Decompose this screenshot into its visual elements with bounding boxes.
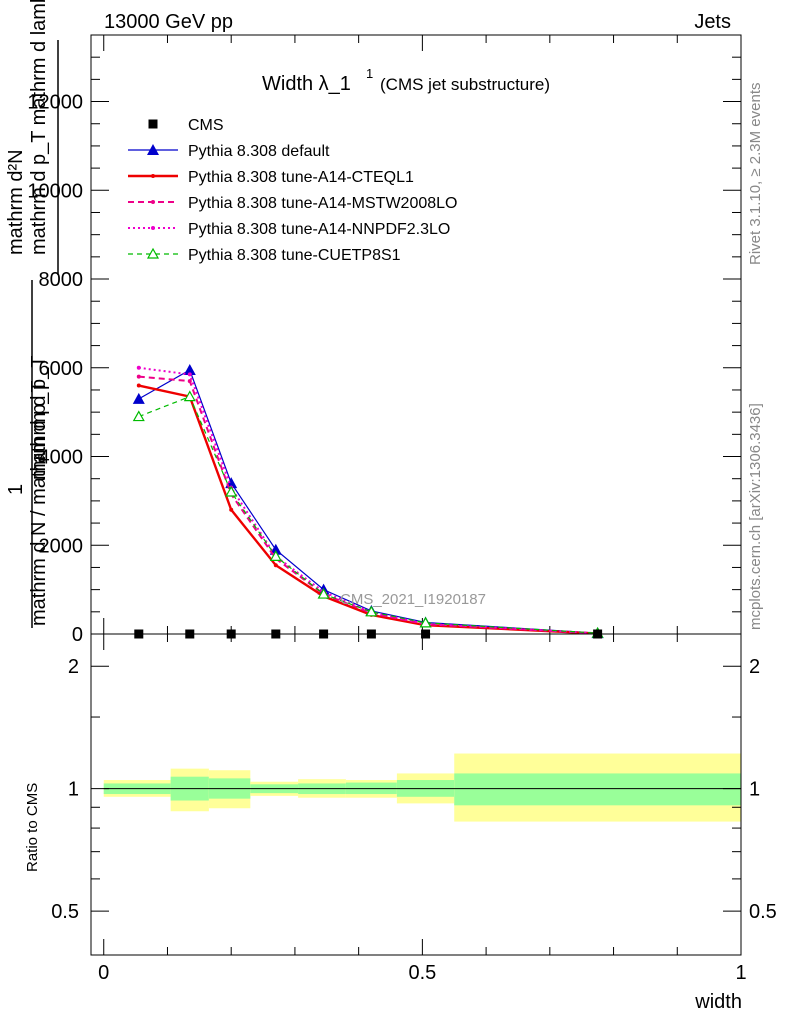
y-tick-label: 10000	[27, 180, 83, 202]
legend-marker	[147, 144, 159, 155]
series-3-point	[187, 379, 192, 384]
series-5-point	[225, 485, 238, 497]
series-5-point	[132, 410, 145, 422]
series-2-point	[136, 383, 141, 388]
legend-label: Pythia 8.308 tune-A14-MSTW2008LO	[188, 195, 457, 212]
series-line-5	[138, 395, 598, 634]
chart-title-sup: 1	[366, 66, 373, 81]
legend-label: CMS	[188, 117, 224, 134]
main-y-axis-label: mathrm d²N mathrm d p_T mathrm d lambda …	[5, 0, 59, 628]
y-tick-label: 0	[72, 624, 83, 646]
ylabel-numerator-sub: mathrm d p_T mathrm d lambda	[28, 0, 50, 255]
series-4-point	[136, 365, 141, 370]
series-5-point	[419, 616, 432, 628]
series-line-2	[138, 384, 598, 635]
series-line-3	[138, 375, 598, 635]
ratio-y-tick-label-right: 0.5	[749, 901, 777, 923]
header-right: Jets	[694, 11, 731, 33]
legend-marker	[151, 226, 155, 230]
x-tick-label: 0.5	[408, 962, 436, 984]
ratio-y-axis-label: Ratio to CMS	[24, 783, 41, 872]
ratio-y-tick-label: 1	[68, 779, 79, 801]
x-tick-label: 1	[735, 962, 746, 984]
ratio-y-tick-label: 0.5	[51, 901, 79, 923]
series-5-point	[183, 390, 196, 402]
legend-label: Pythia 8.308 tune-A14-NNPDF2.3LO	[188, 221, 450, 238]
legend-label: Pythia 8.308 tune-A14-CTEQL1	[188, 169, 414, 186]
series-line-1	[138, 369, 598, 634]
legend-marker	[146, 247, 160, 259]
ratio-frame	[90, 633, 742, 956]
y-tick-label: 2000	[39, 535, 84, 557]
ratio-band-inner	[454, 773, 741, 806]
mcplots-label: mcplots.cern.ch [arXiv:1306.3436]	[747, 403, 764, 630]
series-1-point	[132, 392, 145, 404]
ratio-y-tick-label: 2	[68, 656, 79, 678]
y-tick-label: 8000	[39, 269, 84, 291]
x-tick-label: 0	[98, 962, 109, 984]
series-5-point	[269, 550, 282, 561]
chart-title-sub: (CMS jet substructure)	[380, 75, 550, 94]
y-tick-label: 6000	[39, 358, 84, 380]
x-axis-label: width	[694, 991, 742, 1013]
series-1-point	[183, 363, 196, 375]
chart-title-main: Width λ_1	[262, 73, 351, 95]
ylabel-numerator: mathrm d²N	[5, 149, 27, 255]
legend-label: Pythia 8.308 tune-CUETP8S1	[188, 247, 401, 264]
legend-marker	[151, 174, 155, 178]
legend-marker	[151, 200, 155, 204]
ratio-y-tick-label-right: 2	[749, 656, 760, 678]
main-panel: 0 2000 4000 6000 8000 10000 12000	[27, 34, 742, 646]
legend-marker	[148, 119, 158, 129]
series-4-point	[187, 372, 192, 377]
series-1-point	[269, 543, 282, 555]
analysis-watermark: CMS_2021_I1920187	[340, 591, 486, 608]
chart-title: Width λ_1 1 (CMS jet substructure)	[262, 66, 550, 95]
ylabel-den-sub: mathrm d p_T	[28, 356, 50, 480]
series-5-point	[317, 587, 330, 599]
y-tick-label: 4000	[39, 447, 84, 469]
series-3-point	[136, 374, 141, 379]
ylabel-denominator: mathrm d N / mathrm d p_T	[28, 380, 50, 626]
rivet-version-label: Rivet 3.1.10, ≥ 2.3M events	[747, 83, 764, 266]
ylabel-den-one: 1	[5, 484, 27, 495]
ratio-y-tick-label-right: 1	[749, 779, 760, 801]
legend-label: Pythia 8.308 default	[188, 143, 330, 160]
series-line-4	[138, 366, 598, 635]
series-2-point	[229, 507, 234, 512]
header-left: 13000 GeV pp	[104, 11, 233, 33]
series-5-point	[365, 605, 378, 617]
ratio-panel: 0.5 0.5 1 1 2 2 0 0.5 1	[51, 633, 777, 984]
legend: CMS Pythia 8.308 default Pythia 8.308 tune…	[128, 117, 457, 264]
y-tick-label: 12000	[27, 92, 83, 114]
series-2-point	[273, 563, 278, 568]
